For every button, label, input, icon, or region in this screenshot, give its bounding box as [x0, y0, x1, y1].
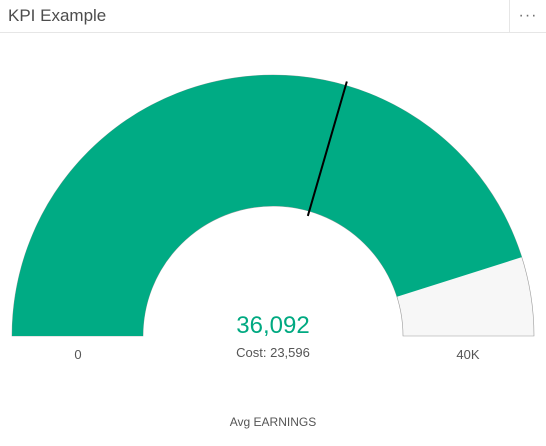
gauge-min-label: 0 — [74, 347, 82, 362]
header-divider — [509, 0, 510, 32]
gauge-needle — [306, 81, 348, 217]
card-header: KPI Example ··· — [0, 0, 546, 33]
kpi-secondary-value: Cost: 23,596 — [236, 345, 310, 360]
gauge-value-arc — [12, 74, 522, 336]
card-title: KPI Example — [8, 6, 107, 25]
more-horizontal-icon: ··· — [518, 7, 538, 24]
more-options-button[interactable]: ··· — [510, 0, 546, 32]
kpi-value: 36,092 — [236, 312, 310, 339]
gauge-field-label: Avg EARNINGS — [229, 415, 317, 429]
gauge-max-label: 40K — [456, 347, 480, 362]
